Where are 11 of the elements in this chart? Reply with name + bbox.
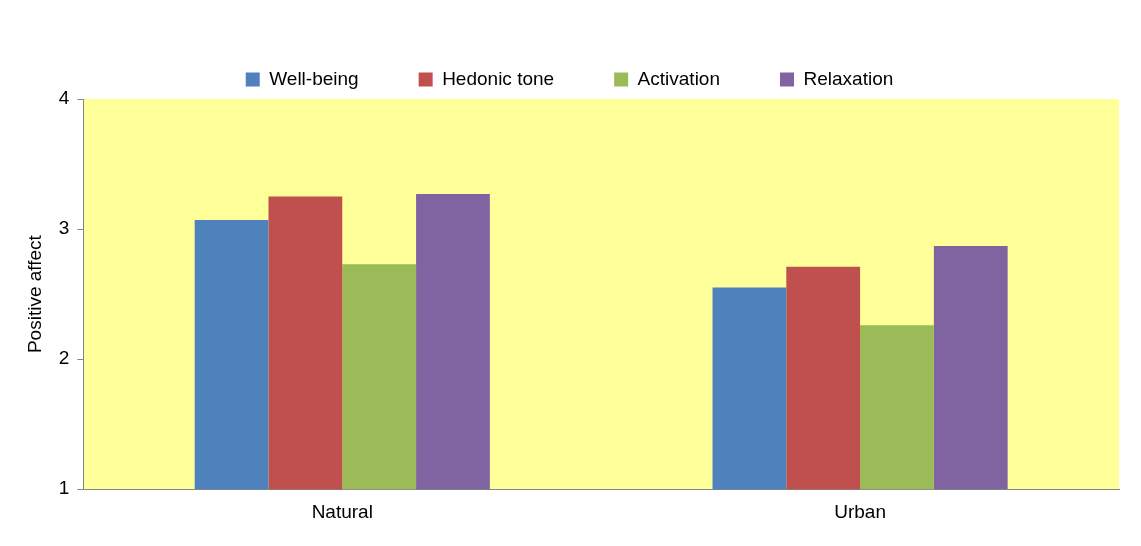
y-tick-label: 2: [58, 347, 70, 369]
x-tick-label: Natural: [311, 500, 373, 522]
y-axis-title: Positive affect: [23, 234, 45, 354]
legend-label: Well-being: [269, 67, 359, 89]
x-tick-label: Urban: [834, 500, 886, 522]
y-tick-label: 1: [58, 477, 70, 499]
y-tick-label: 3: [58, 217, 70, 239]
legend-label: Activation: [637, 67, 720, 89]
y-tick-label: 4: [58, 87, 70, 109]
legend-label: Relaxation: [803, 67, 894, 89]
legend-label: Hedonic tone: [442, 67, 555, 89]
